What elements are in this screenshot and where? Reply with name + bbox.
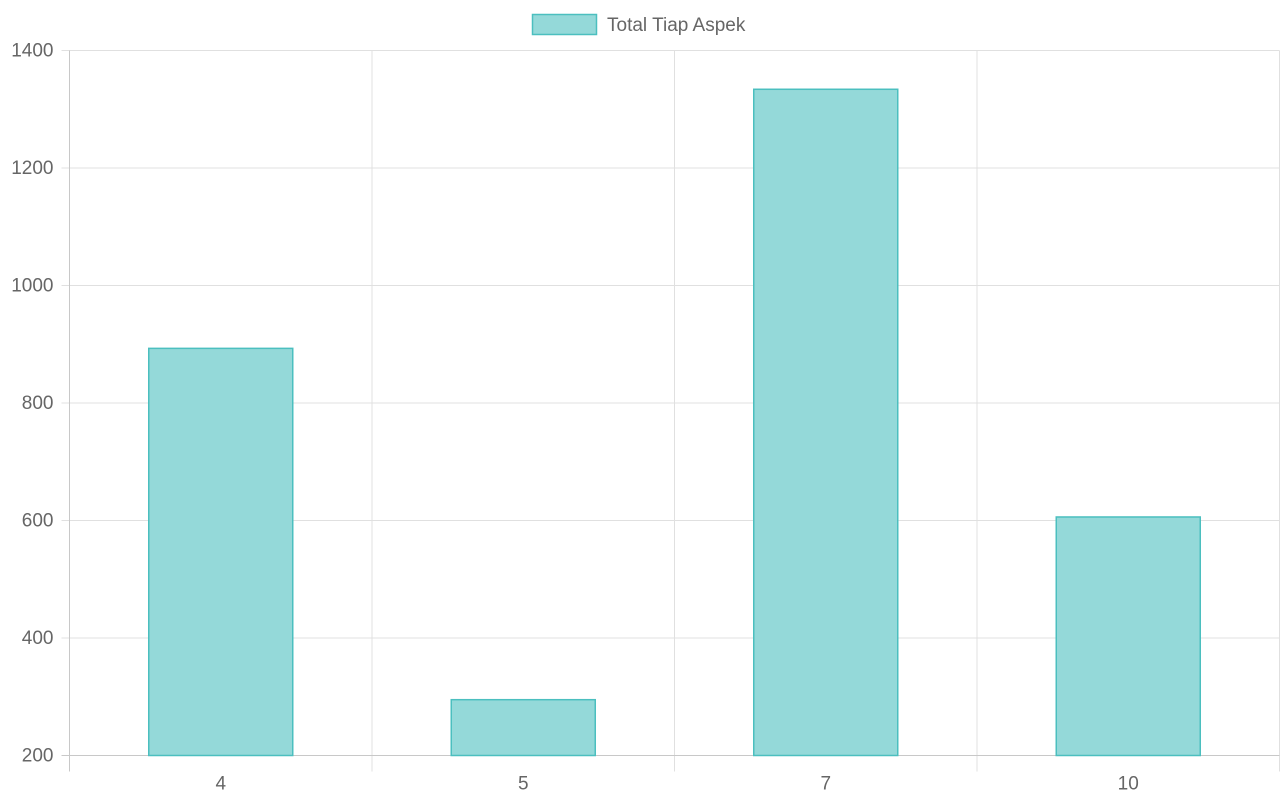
bar-series bbox=[148, 88, 1201, 757]
y-tick-label: 800 bbox=[22, 393, 54, 414]
x-tick-label: 7 bbox=[820, 774, 831, 793]
y-tick-label: 1000 bbox=[11, 276, 53, 297]
x-tick-label: 5 bbox=[518, 774, 529, 793]
y-tick-label: 600 bbox=[22, 511, 54, 532]
legend-label[interactable]: Total Tiap Aspek bbox=[607, 15, 746, 36]
bar-4 bbox=[148, 347, 294, 757]
x-tick-label: 4 bbox=[215, 774, 226, 793]
bar-10 bbox=[1055, 516, 1201, 757]
x-tick-label: 10 bbox=[1118, 774, 1139, 793]
y-tick-label: 1200 bbox=[11, 158, 53, 179]
y-tick-label: 400 bbox=[22, 628, 54, 649]
y-tick-label: 200 bbox=[22, 746, 54, 767]
legend-swatch[interactable] bbox=[531, 13, 598, 36]
bar-5 bbox=[450, 698, 596, 757]
tick-labels: 200 400 600 800 1000 1200 1400 4 5 7 10 bbox=[11, 41, 1139, 795]
bar-7 bbox=[753, 88, 899, 757]
y-tick-label: 1400 bbox=[11, 41, 53, 62]
legend[interactable]: Total Tiap Aspek bbox=[531, 13, 746, 37]
